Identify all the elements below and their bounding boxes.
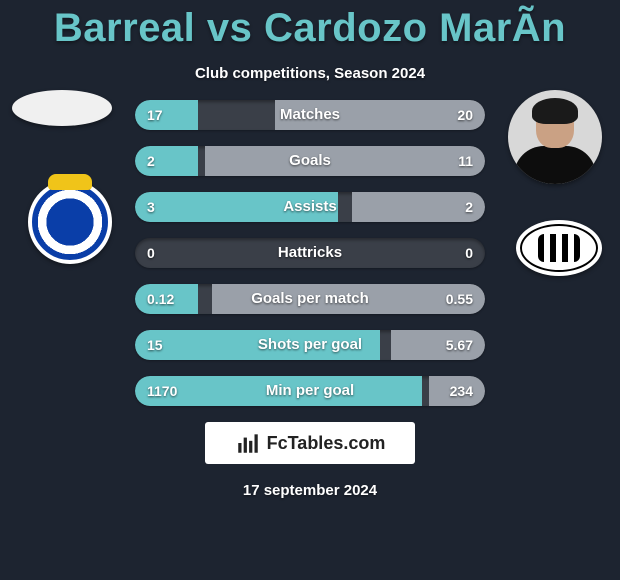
page-title: Barreal vs Cardozo MarÃ­n [0, 0, 620, 51]
player-left-avatar [12, 90, 112, 126]
branding-text: FcTables.com [267, 433, 386, 454]
stat-seg-left [135, 146, 198, 176]
subtitle: Club competitions, Season 2024 [0, 65, 620, 82]
club-right-badge [516, 220, 602, 276]
stat-row: 155.67Shots per goal [135, 330, 485, 360]
stat-value-right: 0 [465, 238, 473, 268]
stat-seg-left [135, 100, 198, 130]
stat-seg-left [135, 330, 380, 360]
stat-seg-left [135, 376, 422, 406]
stat-row: 1170234Min per goal [135, 376, 485, 406]
branding-badge: FcTables.com [205, 422, 415, 464]
chart-icon [235, 430, 261, 456]
stat-seg-right [212, 284, 485, 314]
club-left-badge [28, 180, 112, 264]
stat-bars: 1720Matches211Goals32Assists00Hattricks0… [135, 100, 485, 422]
stat-seg-right [275, 100, 485, 130]
stat-seg-right [205, 146, 485, 176]
stat-seg-right [352, 192, 485, 222]
stat-seg-left [135, 284, 198, 314]
stat-value-left: 0 [147, 238, 155, 268]
stat-row: 32Assists [135, 192, 485, 222]
stat-label: Hattricks [135, 238, 485, 268]
stat-seg-left [135, 192, 338, 222]
stat-row: 1720Matches [135, 100, 485, 130]
stat-row: 0 0Hattricks [135, 238, 485, 268]
date-text: 17 september 2024 [0, 482, 620, 499]
stat-seg-right [429, 376, 485, 406]
stat-row: 0.120.55Goals per match [135, 284, 485, 314]
player-right-avatar [508, 90, 602, 184]
stat-seg-right [391, 330, 486, 360]
stat-row: 211Goals [135, 146, 485, 176]
